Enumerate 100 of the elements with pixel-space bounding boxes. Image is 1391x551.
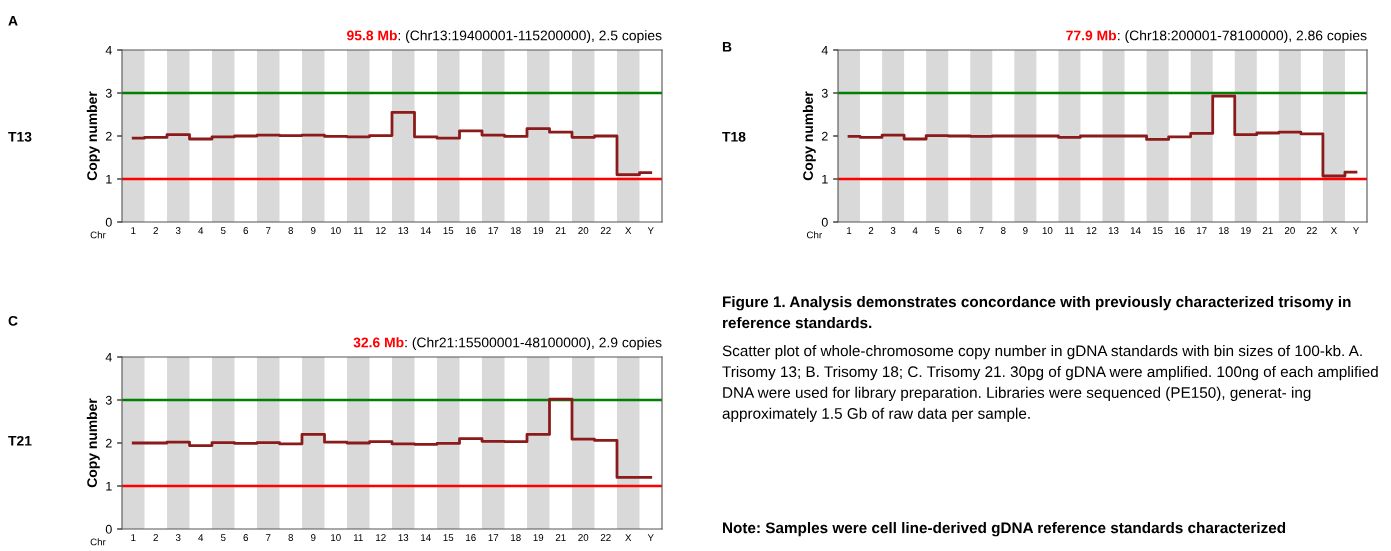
text: C — [8, 315, 18, 326]
x-tick-label: 17 — [1197, 227, 1207, 234]
x-tick-label: 3 — [175, 227, 181, 234]
x-tick-label: X — [1330, 227, 1337, 234]
text: Scatter plot of whole-chromosome copy number in gDNA standards with bin sizes of 100-kb. A. Trisomy 13; B. Trisomy 18; C. Trisomy 21. 30pg of gDNA were amplified. 100ng of each amplified DNA were used for library preparation. Libraries were sequenced (PE150), generat- ing approximately 1.5 Gb of raw data per sample. — [722, 345, 1378, 422]
x-tick-label: 4 — [198, 534, 204, 541]
x-tick-label: 20 — [578, 534, 589, 541]
x-tick-label: 1 — [847, 227, 852, 234]
y-tick-label: 3 — [821, 88, 828, 98]
y-tick-label: 1 — [822, 174, 828, 184]
chart-subtitle: : (Chr21:15500001-48100000), 2.9 copies — [405, 337, 662, 351]
x-tick-label: 21 — [1262, 227, 1273, 234]
x-tick-label: 9 — [1023, 227, 1028, 234]
x-tick-label: 16 — [466, 227, 476, 234]
x-tick-label: 10 — [331, 227, 341, 234]
x-tick-label: 15 — [443, 227, 454, 234]
x-tick-label: 5 — [220, 534, 226, 541]
y-tick-label: 2 — [105, 131, 112, 141]
x-tick-label: 21 — [555, 227, 566, 234]
y-tick-label: 0 — [821, 217, 828, 227]
x-tick-label: Y — [647, 534, 654, 541]
caption: Figure 1. Analysis demonstrates concordance with previously characterized trisomy in reference standards. — [723, 296, 1351, 329]
x-tick-label: 10 — [331, 534, 341, 541]
x-tick-label: 6 — [243, 227, 249, 234]
x-tick-label: 17 — [488, 227, 499, 234]
x-tick-label: 8 — [1001, 227, 1006, 234]
x-tick-label: 7 — [979, 227, 984, 234]
x-tick-label: 8 — [288, 227, 294, 234]
y-tick-label: 0 — [105, 524, 112, 534]
x-tick-label: 12 — [1086, 227, 1097, 234]
x-tick-label: 11 — [353, 227, 363, 234]
x-axis-title: Chr — [90, 231, 106, 239]
chart-subtitle: : (Chr13:19400001-115200000), 2.5 copies — [398, 30, 662, 44]
chart-title: 95.8 Mb — [347, 30, 397, 41]
y-tick-label: 2 — [105, 438, 112, 448]
x-tick-label: 4 — [198, 227, 204, 234]
x-tick-label: 9 — [311, 534, 316, 541]
x-tick-label: Y — [1352, 227, 1360, 234]
x-tick-label: 17 — [488, 534, 499, 541]
chart-title: 32.6 Mb — [353, 337, 404, 348]
x-tick-label: 15 — [443, 534, 454, 541]
x-axis-title: Chr — [806, 231, 822, 239]
x-tick-label: 16 — [466, 534, 476, 541]
x-tick-label: 15 — [1152, 227, 1163, 234]
x-tick-label: 2 — [153, 227, 158, 234]
x-tick-label: 3 — [175, 534, 181, 541]
x-tick-label: 20 — [1284, 227, 1295, 234]
x-tick-label: 16 — [1174, 227, 1185, 234]
x-tick-label: 13 — [1108, 227, 1119, 234]
chart-subtitle: : (Chr18:200001-78100000), 2.86 copies — [1118, 30, 1367, 44]
x-tick-label: X — [625, 227, 632, 234]
x-tick-label: 2 — [868, 227, 874, 234]
x-tick-label: 6 — [957, 227, 962, 234]
x-tick-label: 19 — [533, 227, 544, 234]
x-tick-label: 19 — [533, 534, 544, 541]
x-tick-label: 1 — [131, 227, 136, 234]
x-tick-label: 18 — [1219, 227, 1229, 234]
x-tick-label: 2 — [153, 534, 158, 541]
x-tick-label: 4 — [912, 227, 918, 234]
text: T13 — [8, 131, 32, 142]
y-tick-label: 1 — [106, 481, 112, 491]
x-tick-label: Y — [647, 227, 654, 234]
x-tick-label: 20 — [578, 227, 589, 234]
y-axis-title: Copy number — [86, 91, 100, 181]
text: T18 — [722, 131, 746, 142]
y-tick-label: 3 — [105, 88, 112, 98]
y-tick-label: 4 — [821, 45, 828, 55]
x-tick-label: 1 — [131, 534, 136, 541]
x-tick-label: 19 — [1241, 227, 1251, 234]
x-tick-label: 3 — [890, 227, 896, 234]
x-tick-label: 22 — [600, 534, 611, 541]
x-tick-label: 11 — [1065, 227, 1075, 234]
x-tick-label: 14 — [421, 534, 431, 541]
x-axis-title: Chr — [90, 538, 106, 546]
x-tick-label: 21 — [555, 534, 566, 541]
x-tick-label: 6 — [243, 534, 249, 541]
x-tick-label: 13 — [398, 227, 409, 234]
text: B — [722, 42, 732, 52]
x-tick-label: 7 — [266, 534, 271, 541]
text: Note: Samples were cell line-derived gDNA reference standards characterized — [723, 522, 1286, 537]
x-tick-label: 10 — [1042, 227, 1053, 234]
y-axis-title: Copy number — [802, 91, 816, 181]
y-tick-label: 3 — [105, 395, 112, 405]
x-tick-label: 22 — [1306, 227, 1317, 234]
y-axis-title: Copy number — [86, 398, 100, 488]
x-tick-label: 14 — [421, 227, 431, 234]
text: T21 — [8, 435, 32, 446]
y-tick-label: 4 — [105, 45, 112, 55]
x-tick-label: 22 — [600, 227, 611, 234]
y-tick-label: 4 — [105, 352, 112, 362]
x-tick-label: 14 — [1130, 227, 1141, 234]
x-tick-label: 13 — [398, 534, 409, 541]
x-tick-label: 11 — [353, 534, 363, 541]
y-tick-label: 2 — [821, 131, 828, 141]
x-tick-label: 12 — [376, 534, 386, 541]
x-tick-label: X — [625, 534, 632, 541]
y-tick-label: 0 — [105, 217, 112, 227]
y-tick-label: 1 — [106, 174, 112, 184]
x-tick-label: 5 — [220, 227, 226, 234]
x-tick-label: 18 — [511, 534, 521, 541]
